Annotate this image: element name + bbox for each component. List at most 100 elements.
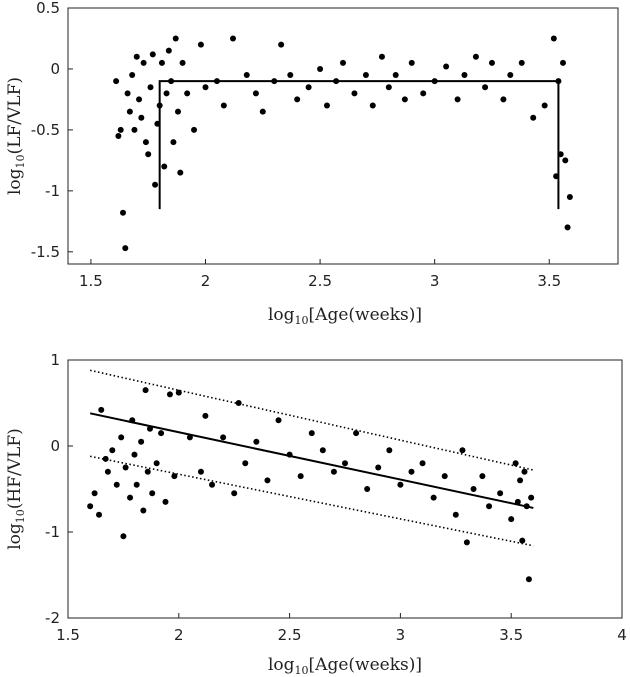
lf-vlf-data-point bbox=[317, 65, 324, 72]
hf-vlf-data-point bbox=[452, 511, 459, 518]
lf-vlf-data-point bbox=[129, 72, 136, 79]
hf-vlf-data-point bbox=[528, 494, 535, 501]
lf-vlf-data-point bbox=[278, 41, 285, 48]
hf-vlf-data-point bbox=[519, 537, 526, 544]
lf-vlf-data-point bbox=[168, 78, 175, 85]
hf-vlf-panel: -2 -1 0 1 1.5 2 2.5 3 3.5 4 log10[Age(weeks)] lo… bbox=[5, 351, 627, 677]
hf-vlf-data-point bbox=[171, 473, 178, 480]
hf-vlf-data-point bbox=[235, 400, 242, 406]
lf-vlf-data-point bbox=[172, 35, 179, 42]
lf-vlf-data-point bbox=[149, 51, 156, 58]
hf-vlf-data-point bbox=[497, 490, 504, 497]
lf-vlf-data-point bbox=[113, 78, 120, 85]
hf-vlf-data-point bbox=[525, 576, 532, 583]
hf-vlf-data-point bbox=[158, 430, 165, 437]
lf-vlf-data-point bbox=[507, 72, 514, 79]
hf-vlf-data-point bbox=[297, 473, 304, 480]
hf-vlf-data-point bbox=[140, 507, 147, 514]
lf-vlf-data-point bbox=[362, 72, 369, 79]
hf-vlf-data-point bbox=[153, 460, 160, 467]
lf-vlf-data-point bbox=[557, 151, 564, 158]
lf-vlf-data-point bbox=[142, 139, 149, 146]
hf-vlf-data-point bbox=[104, 468, 111, 475]
lf-vlf-data-point bbox=[133, 53, 140, 60]
lf-vlf-data-point bbox=[500, 96, 507, 103]
lf-vlf-data-point bbox=[562, 157, 569, 164]
lf-vlf-data-point bbox=[333, 78, 340, 85]
lf-vlf-data-point bbox=[170, 139, 177, 146]
hf-vlf-y-axis-label: log10(HF/VLF) bbox=[5, 428, 27, 550]
lf-vlf-data-point bbox=[243, 72, 250, 79]
hf-vlf-x-tick-label: 3.5 bbox=[499, 626, 523, 644]
lf-vlf-data-point bbox=[184, 90, 191, 97]
hf-vlf-data-point bbox=[308, 430, 315, 437]
hf-vlf-bound-line bbox=[89, 369, 534, 471]
lf-vlf-y-axis-label: log10(LF/VLF) bbox=[5, 77, 27, 195]
lf-vlf-data-point bbox=[530, 114, 537, 121]
lf-vlf-data-point bbox=[401, 96, 408, 103]
hf-vlf-data-point bbox=[186, 434, 193, 441]
hf-vlf-data-point bbox=[166, 391, 173, 398]
hf-vlf-data-point bbox=[521, 468, 528, 475]
lf-vlf-y-tick-label: 0 bbox=[50, 60, 60, 78]
hf-vlf-data-point bbox=[209, 481, 216, 488]
hf-vlf-data-point bbox=[512, 460, 519, 467]
hf-vlf-data-point bbox=[231, 490, 238, 497]
hf-vlf-data-point bbox=[175, 389, 182, 396]
hf-vlf-x-axis-label: log10[Age(weeks)] bbox=[268, 655, 422, 677]
hf-vlf-data-point bbox=[364, 486, 371, 492]
hf-vlf-data-point bbox=[342, 460, 348, 467]
lf-vlf-x-tick-label: 1.5 bbox=[79, 272, 103, 290]
hf-vlf-data-point bbox=[397, 481, 404, 488]
lf-vlf-y-tick-label: -0.5 bbox=[31, 121, 60, 139]
hf-vlf-data-point bbox=[133, 481, 140, 488]
hf-vlf-data-point bbox=[408, 468, 415, 475]
lf-vlf-data-point bbox=[431, 78, 438, 85]
hf-vlf-data-point bbox=[463, 539, 470, 546]
lf-vlf-data-point bbox=[443, 63, 450, 70]
lf-vlf-data-point bbox=[147, 84, 154, 91]
hf-vlf-x-tick-label: 3 bbox=[396, 626, 406, 644]
hf-vlf-data-point bbox=[91, 490, 98, 497]
hf-vlf-x-tick-label: 2 bbox=[174, 626, 184, 644]
hf-vlf-plot-frame bbox=[67, 359, 623, 619]
lf-vlf-data-point bbox=[165, 47, 172, 54]
lf-vlf-panel: -1.5 -1 -0.5 0 0.5 1.5 2 2.5 3 3.5 log10[Age(wee… bbox=[5, 0, 619, 327]
hf-vlf-data-point bbox=[508, 516, 515, 523]
hf-vlf-data-point bbox=[286, 451, 293, 458]
lf-vlf-data-point bbox=[124, 90, 131, 97]
hf-vlf-data-point bbox=[220, 434, 227, 441]
hf-vlf-data-point bbox=[375, 464, 382, 471]
hf-vlf-data-point bbox=[470, 486, 477, 492]
lf-vlf-data-point bbox=[154, 120, 161, 127]
lf-vlf-data-point bbox=[305, 84, 312, 91]
lf-vlf-data-point bbox=[472, 53, 479, 60]
hf-vlf-data-point bbox=[142, 387, 149, 394]
lf-vlf-x-axis-label: log10[Age(weeks)] bbox=[268, 305, 422, 327]
hf-vlf-data-point bbox=[113, 481, 120, 488]
lf-vlf-data-point bbox=[158, 59, 165, 66]
hf-vlf-data-point bbox=[441, 473, 448, 480]
lf-vlf-data-point bbox=[461, 72, 468, 79]
hf-vlf-data-point bbox=[514, 498, 521, 505]
lf-vlf-bracket-line bbox=[158, 80, 560, 210]
lf-vlf-data-point bbox=[202, 84, 209, 91]
hf-vlf-data-point bbox=[120, 533, 127, 540]
lf-vlf-data-point bbox=[518, 59, 525, 66]
hf-vlf-data-point bbox=[486, 503, 493, 510]
lf-vlf-x-tick-label: 2 bbox=[201, 272, 211, 290]
lf-vlf-data-point bbox=[259, 108, 266, 115]
lf-vlf-data-point bbox=[140, 59, 147, 66]
hf-vlf-data-point bbox=[479, 473, 486, 480]
hf-vlf-data-point bbox=[146, 425, 153, 432]
lf-vlf-data-point bbox=[385, 84, 392, 91]
hf-vlf-data-point bbox=[144, 468, 151, 475]
lf-vlf-data-point bbox=[120, 209, 126, 216]
lf-vlf-y-tick-label: 0.5 bbox=[36, 0, 60, 17]
lf-vlf-data-point bbox=[566, 193, 573, 200]
lf-vlf-y-tick-label: -1 bbox=[45, 182, 60, 200]
hf-vlf-data-point bbox=[122, 464, 129, 471]
lf-vlf-data-point bbox=[287, 72, 294, 79]
hf-vlf-data-point bbox=[459, 447, 466, 454]
hf-vlf-x-tick-label: 1.5 bbox=[56, 626, 80, 644]
